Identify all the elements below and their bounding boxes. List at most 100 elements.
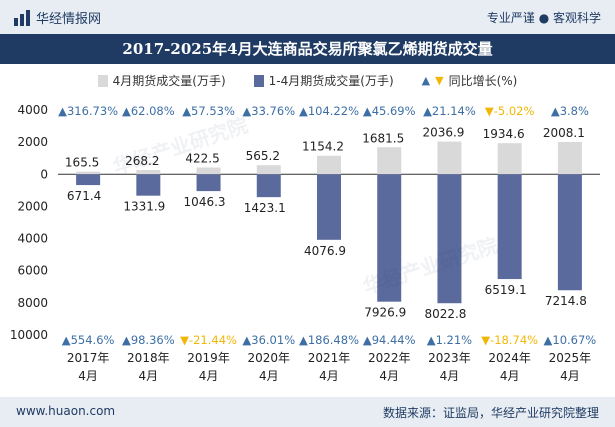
cumulative-value-label: 1046.3 (184, 195, 226, 209)
y-tick-label: 10000 (10, 328, 48, 342)
cumulative-value-label: 7926.9 (364, 306, 406, 320)
y-tick-label: 0 (40, 167, 48, 181)
y-tick-label: 4000 (17, 232, 48, 246)
monthly-value-label: 1681.5 (362, 131, 404, 145)
legend-swatch-cumulative (253, 74, 264, 87)
x-tick-month: 4月 (379, 369, 399, 383)
cumulative-bar (317, 174, 341, 240)
monthly-value-label: 2036.9 (422, 126, 464, 140)
monthly-growth-label: ▲33.76% (242, 104, 295, 118)
monthly-value-label: 422.5 (185, 151, 219, 165)
monthly-bar (196, 167, 221, 175)
cumulative-bar (256, 174, 281, 198)
cumulative-bar (136, 174, 161, 196)
x-tick-month: 4月 (440, 369, 460, 383)
y-tick-label: 2000 (17, 135, 48, 149)
monthly-growth-label: ▼-5.02% (485, 104, 535, 118)
cumulative-value-label: 1423.1 (244, 201, 286, 215)
monthly-bar (256, 165, 281, 175)
y-tick-label: 6000 (17, 264, 48, 278)
monthly-bar (557, 142, 582, 175)
cumulative-growth-label: ▼-18.74% (481, 333, 538, 347)
y-tick-label: 4000 (17, 103, 48, 117)
cumulative-value-label: 1331.9 (123, 200, 165, 214)
legend-label-monthly: 4月期货成交量(万手) (112, 74, 226, 88)
legend-down-triangle-icon: ▼ (435, 74, 444, 87)
chart-legend: 4月期货成交量(万手) 1-4月期货成交量(万手) ▲ ▼ 同比增长(%) (0, 72, 615, 89)
footer: www.huaon.com 数据来源：证监局，华经产业研究院整理 (0, 397, 615, 427)
cumulative-bar (196, 174, 221, 192)
monthly-bar (437, 141, 462, 175)
x-tick-year: 2021年 (308, 351, 351, 365)
monthly-bar (317, 155, 341, 175)
monthly-bar (76, 171, 101, 175)
x-tick-year: 2022年 (368, 351, 411, 365)
y-axis: 4000 2000 0 2000 4000 6000 8000 10000 (10, 103, 48, 342)
x-tick-year: 2024年 (488, 351, 531, 365)
monthly-growth-label: ▲45.69% (363, 104, 416, 118)
cumulative-value-label: 671.4 (67, 189, 101, 203)
x-tick-month: 4月 (560, 369, 580, 383)
chart-title: 2017-2025年4月大连商品交易所聚氯乙烯期货成交量 (0, 34, 615, 64)
legend-item-growth: ▲ ▼ 同比增长(%) (422, 72, 518, 89)
monthly-value-label: 1154.2 (302, 140, 344, 154)
legend-up-triangle-icon: ▲ (421, 74, 431, 87)
cumulative-bar (557, 174, 582, 291)
cumulative-growth-label: ▼-21.44% (180, 333, 237, 347)
x-tick-year: 2025年 (549, 351, 592, 365)
monthly-growth-label: ▲104.22% (299, 104, 359, 118)
legend-item-monthly: 4月期货成交量(万手) (97, 72, 226, 89)
legend-swatch-monthly (97, 74, 108, 87)
footer-site: www.huaon.com (16, 404, 116, 418)
cumulative-value-label: 8022.8 (424, 307, 466, 321)
cumulative-value-label: 4076.9 (304, 244, 346, 258)
brand-name: 华经情报网 (36, 12, 102, 27)
monthly-value-label: 165.5 (65, 156, 99, 170)
x-tick-year: 2018年 (127, 351, 170, 365)
cumulative-growth-label: ▲186.48% (299, 333, 359, 347)
x-tick-month: 4月 (78, 369, 98, 383)
cumulative-bar (497, 174, 522, 280)
x-tick-month: 4月 (319, 369, 339, 383)
monthly-bar (136, 169, 161, 175)
cumulative-value-label: 7214.8 (545, 294, 587, 308)
monthly-growth-label: ▲316.73% (58, 104, 118, 118)
cumulative-growth-label: ▲98.36% (122, 333, 175, 347)
data-source: 数据来源：证监局，华经产业研究院整理 (382, 406, 599, 420)
monthly-bar (497, 143, 522, 175)
tagline: 专业严谨 ● 客观科学 (486, 11, 601, 25)
legend-label-cumulative: 1-4月期货成交量(万手) (268, 74, 394, 88)
x-tick-month: 4月 (500, 369, 520, 383)
monthly-growth-label: ▲57.53% (182, 104, 235, 118)
cumulative-value-label: 6519.1 (485, 283, 527, 297)
x-tick-month: 4月 (139, 369, 159, 383)
cumulative-growth-label: ▲10.67% (544, 333, 597, 347)
cumulative-growth-label: ▲554.6% (62, 333, 115, 347)
monthly-bar (377, 147, 402, 175)
x-tick-year: 2019年 (187, 351, 230, 365)
cumulative-bar (377, 174, 402, 302)
brand: 华经情报网 (14, 8, 101, 27)
bars (76, 141, 582, 304)
legend-label-growth: 同比增长(%) (448, 74, 518, 88)
brand-logo-icon (14, 9, 30, 26)
cumulative-bar (437, 174, 462, 304)
y-tick-label: 8000 (17, 296, 48, 310)
value-labels: 165.5 671.4 268.2 1331.9 422.5 1046.3 565.2 142… (65, 126, 587, 322)
cumulative-growth-label: ▲94.44% (363, 333, 416, 347)
monthly-value-label: 268.2 (125, 154, 159, 168)
chart-plot: 4000 2000 0 2000 4000 6000 8000 10000 165.5 671.… (10, 103, 600, 383)
x-tick-year: 2017年 (67, 351, 110, 365)
cumulative-growth-label: ▲36.01% (242, 333, 295, 347)
legend-item-cumulative: 1-4月期货成交量(万手) (253, 72, 394, 89)
x-tick-year: 2023年 (428, 351, 471, 365)
growth-labels: ▲316.73% ▲554.6% ▲62.08% ▲98.36% ▲57.53% ▼-21… (58, 104, 596, 347)
monthly-growth-label: ▲21.14% (423, 104, 476, 118)
x-axis: 2017年 4月 2018年 4月 2019年 4月 2020年 4月 2021年 4月 2022年… (67, 351, 591, 383)
monthly-value-label: 2008.1 (543, 126, 585, 140)
x-tick-year: 2020年 (248, 351, 291, 365)
cumulative-bar (76, 174, 101, 186)
x-tick-month: 4月 (199, 369, 219, 383)
monthly-growth-label: ▲62.08% (122, 104, 175, 118)
monthly-value-label: 1934.6 (483, 127, 525, 141)
